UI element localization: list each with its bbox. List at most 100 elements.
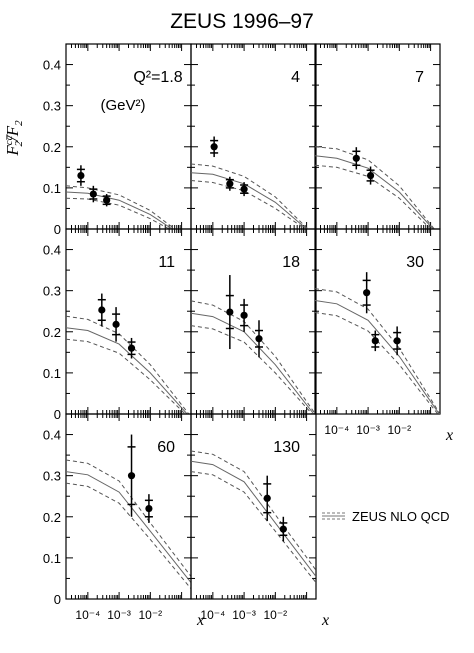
qcd-upper-curve [315, 146, 435, 229]
qcd-lower-curve [191, 325, 313, 414]
x-tick-label: 10⁻² [387, 423, 411, 437]
data-point [77, 171, 85, 180]
qcd-central-curve [66, 191, 173, 229]
qcd-central-curve [191, 460, 316, 577]
qcd-lower-curve [315, 164, 431, 229]
q2-label: 4 [291, 69, 300, 86]
qcd-central-curve [315, 155, 434, 229]
panel-3: 7 [314, 43, 441, 230]
x-axis-label: x [321, 612, 329, 629]
data-point [240, 185, 248, 193]
data-point [112, 320, 120, 328]
data-point [393, 337, 401, 345]
y-axis-label: Fcc̅2/F2 [3, 120, 25, 157]
y-label-main: F [3, 145, 22, 157]
data-point [255, 335, 263, 343]
y-tick-label: 0.1 [43, 366, 61, 381]
data-point [98, 306, 106, 314]
data-point [263, 494, 271, 502]
qcd-lower-curve [191, 471, 316, 583]
x-axis-label: x [196, 612, 204, 629]
q2-label: 11 [158, 254, 175, 271]
y-tick-label: 0.2 [43, 140, 61, 155]
data-point [89, 190, 97, 198]
y-tick-label: 0.4 [43, 428, 61, 443]
data-point [103, 196, 111, 204]
q2-label: 18 [282, 254, 300, 271]
x-axis-label: x [445, 427, 453, 444]
y-tick-label: 0.2 [43, 325, 61, 340]
qcd-lower-curve [66, 197, 170, 229]
q2-label: 30 [406, 254, 424, 271]
y-tick-label: 0.1 [43, 551, 61, 566]
x-tick-label: 10⁻³ [232, 608, 256, 622]
qcd-upper-curve [191, 163, 309, 229]
y-tick-label: 0 [54, 222, 61, 237]
panel-5: 18 [190, 228, 317, 415]
q2-label: 60 [157, 439, 175, 456]
y-tick-label: 0.3 [43, 99, 61, 114]
data-point [210, 143, 218, 151]
data-point [127, 344, 136, 352]
panels-group: 0 0.1 0.2 0.3 0.4 Q²=1.8 4 7 0 0.1 0.2 0.3 0.4 11 18 10… [43, 43, 453, 629]
qcd-central-curve [66, 327, 188, 414]
x-tick-label: 10⁻² [263, 608, 287, 622]
y-tick-label: 0 [54, 592, 61, 607]
panel-6: 10⁻⁴ 10⁻³ 10⁻² x 30 [314, 228, 453, 444]
x-tick-label: 10⁻⁴ [75, 608, 100, 622]
y-tick-label: 0.3 [43, 284, 61, 299]
data-point [371, 337, 379, 345]
data-point [366, 171, 375, 180]
qcd-lower-curve [66, 482, 191, 590]
qcd-upper-curve [191, 300, 316, 414]
panel-7: 0 0.1 0.2 0.3 0.4 10⁻⁴ 10⁻³ 10⁻² x 60 [43, 413, 204, 629]
data-point [127, 472, 136, 480]
figure-title: ZEUS 1996–97 [170, 10, 314, 33]
data-point [352, 154, 360, 162]
panel-1: 0 0.1 0.2 0.3 0.4 Q²=1.8 [43, 43, 192, 237]
qcd-upper-curve [66, 185, 176, 229]
data-point [240, 311, 248, 319]
panel-2: 4 [190, 43, 317, 230]
qcd-central-curve [315, 300, 440, 414]
y-label-rest: /F [3, 125, 22, 142]
legend: ZEUS NLO QCD [322, 509, 450, 524]
qcd-central-curve [191, 312, 315, 414]
data-point [145, 504, 153, 513]
y-tick-label: 0.2 [43, 510, 61, 525]
q2-label: 130 [273, 439, 300, 456]
data-point [279, 525, 287, 533]
data-point [363, 289, 371, 297]
y-tick-label: 0.1 [43, 181, 61, 196]
data-point [226, 308, 234, 316]
panel-8: 10⁻⁴ 10⁻³ 10⁻² x 130 [190, 413, 329, 629]
x-tick-label: 10⁻² [138, 608, 162, 622]
qcd-lower-curve [315, 312, 439, 414]
qcd-upper-curve [66, 459, 191, 577]
y-label-sup: cc̅ [3, 134, 15, 146]
qcd-central-curve [66, 471, 191, 583]
q2-label: Q²=1.8 [133, 69, 182, 86]
q2-label: 7 [415, 69, 424, 86]
qcd-upper-curve [315, 288, 440, 414]
x-tick-label: 10⁻³ [107, 608, 131, 622]
y-tick-label: 0.4 [43, 243, 61, 258]
y-label-sub2: 2 [13, 120, 25, 126]
legend-label: ZEUS NLO QCD [352, 509, 450, 524]
qcd-upper-curve [66, 315, 190, 414]
qcd-upper-curve [191, 450, 316, 571]
panel-4: 0 0.1 0.2 0.3 0.4 11 [43, 228, 192, 422]
x-tick-label: 10⁻³ [356, 423, 380, 437]
x-tick-label: 10⁻⁴ [200, 608, 225, 622]
y-tick-label: 0 [54, 407, 61, 422]
x-tick-label: 10⁻⁴ [324, 423, 349, 437]
y-tick-label: 0.3 [43, 469, 61, 484]
y-tick-label: 0.4 [43, 58, 61, 73]
data-point [226, 180, 234, 188]
q2-unit-label: (GeV²) [101, 97, 146, 114]
qcd-central-curve [191, 172, 307, 229]
qcd-lower-curve [191, 180, 306, 229]
y-label-sub: 2 [13, 140, 25, 146]
qcd-lower-curve [66, 338, 186, 414]
